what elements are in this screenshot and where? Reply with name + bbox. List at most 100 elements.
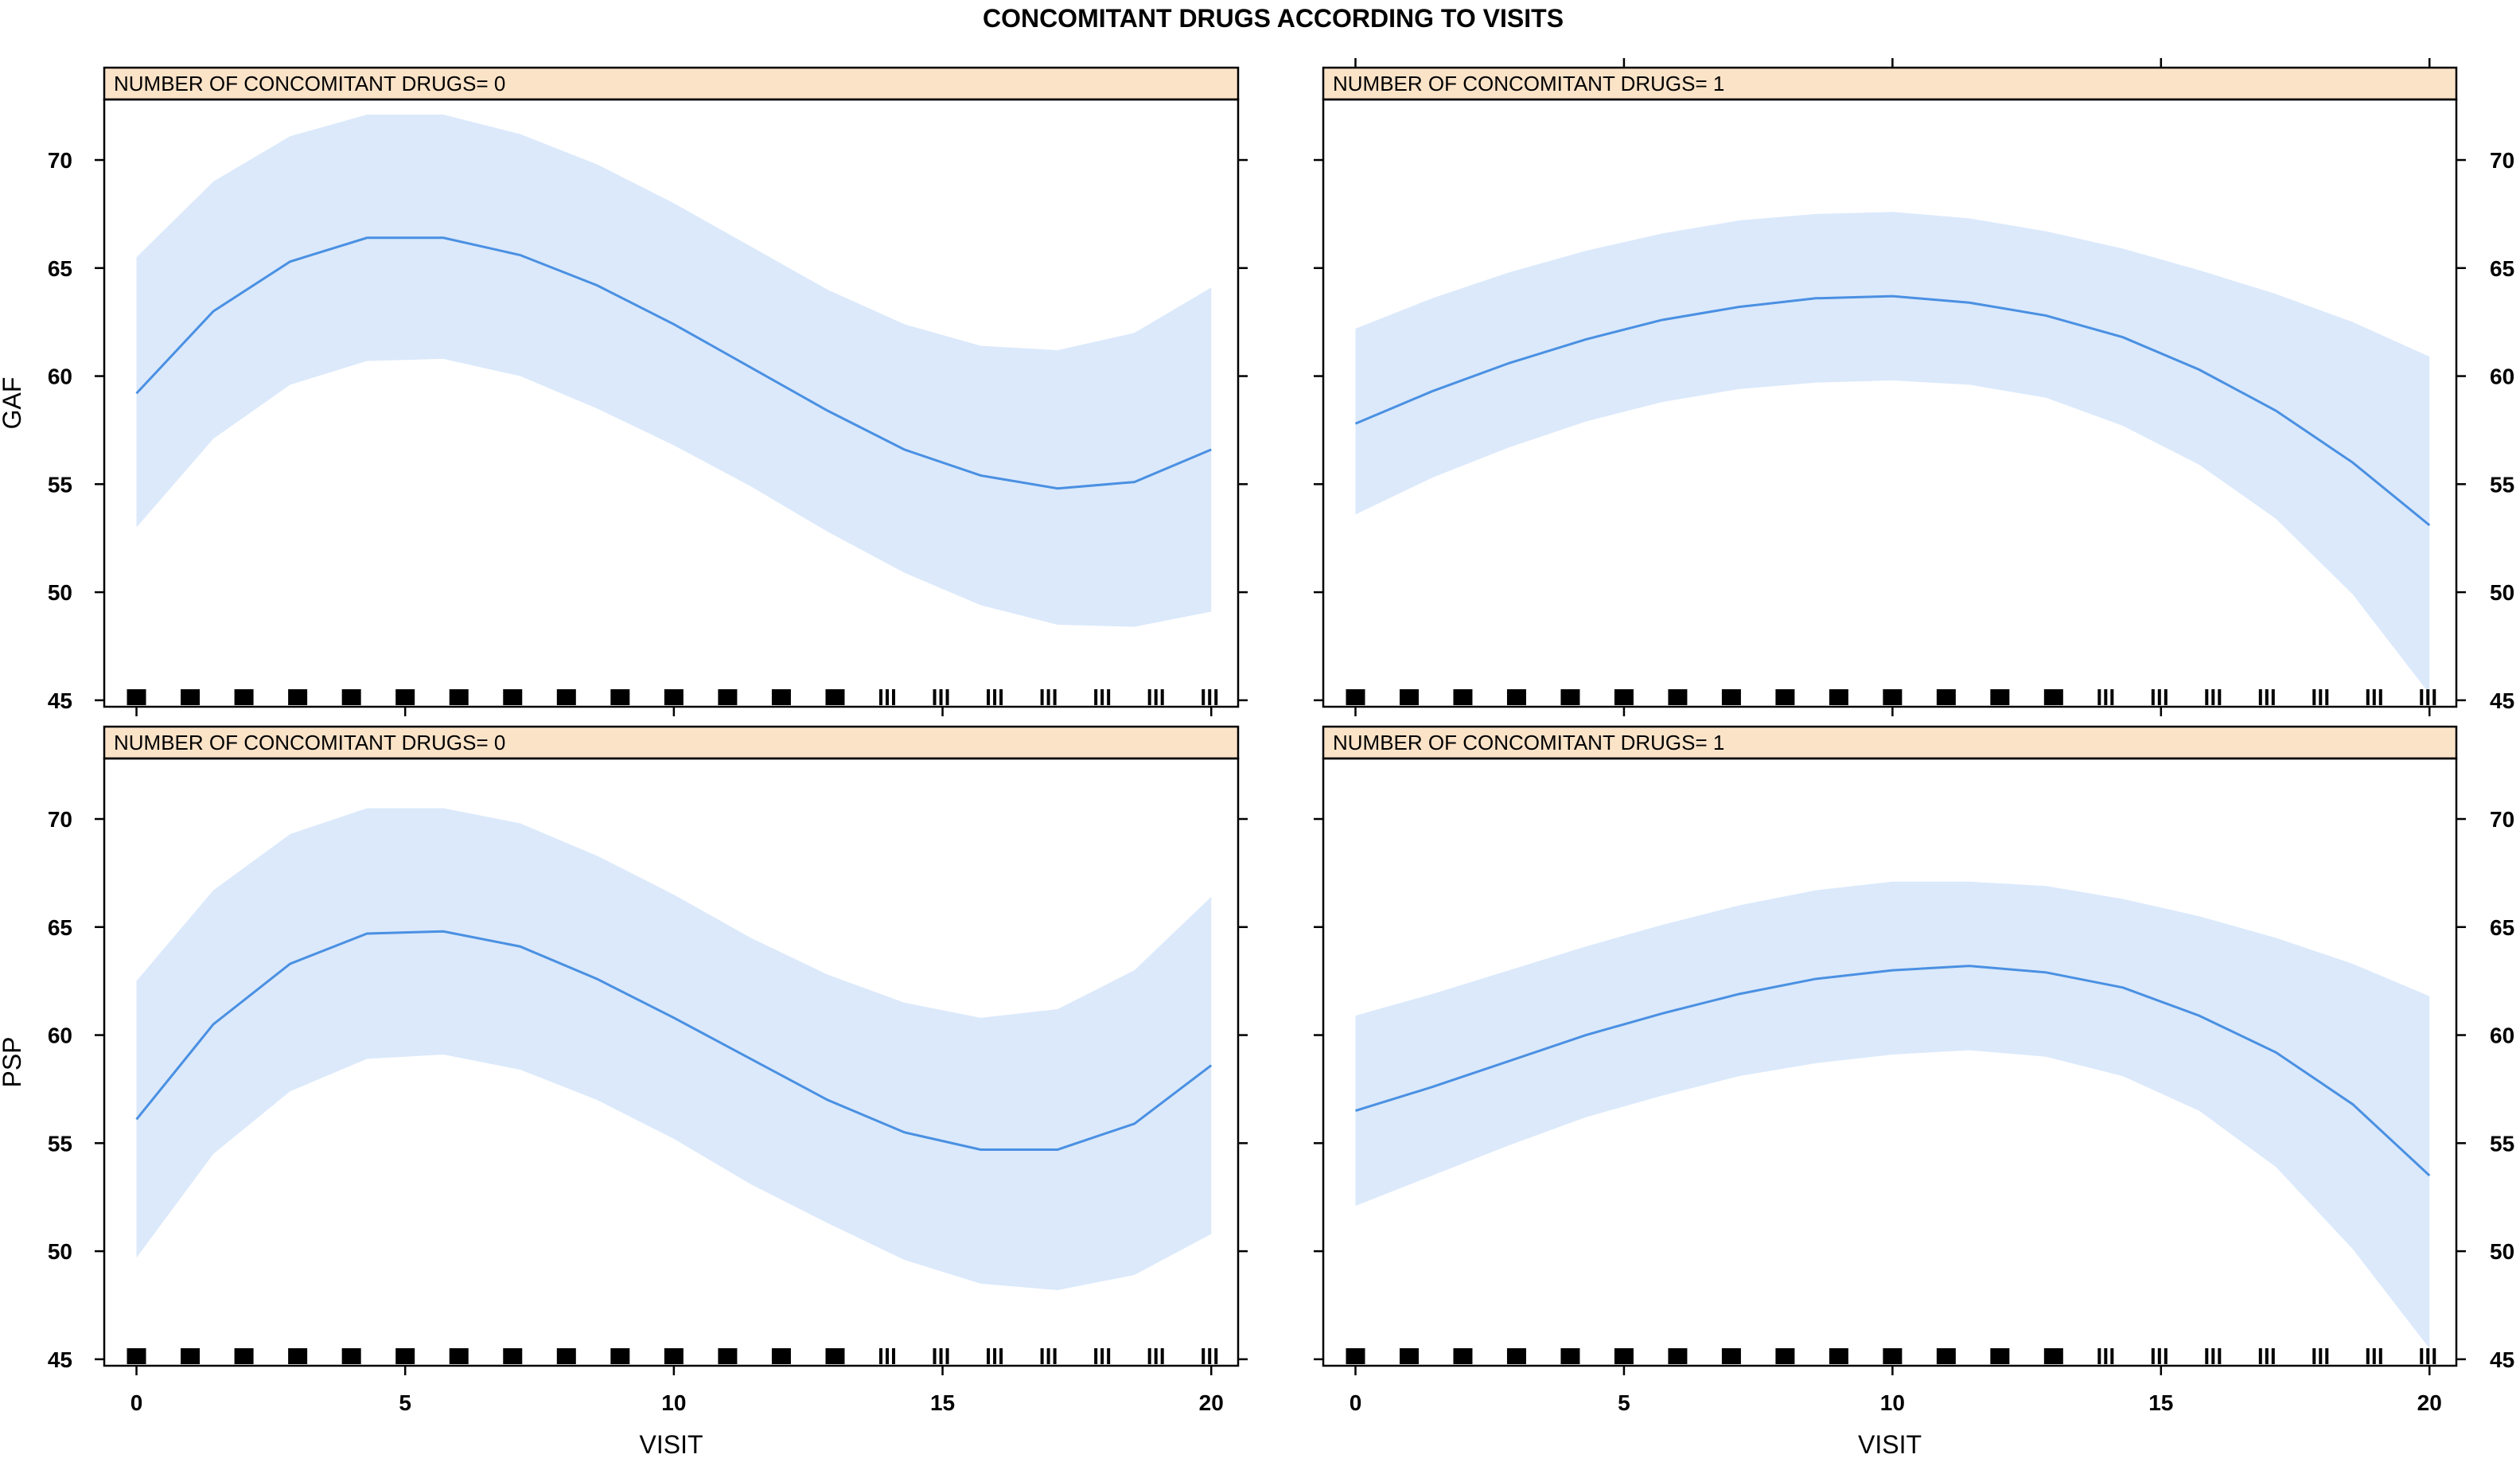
rug-mark xyxy=(987,689,991,705)
panel-frame xyxy=(1322,757,2458,1367)
y-tick-label: 55 xyxy=(2490,1131,2514,1156)
x-tick-label: 10 xyxy=(661,1390,686,1415)
rug-mark xyxy=(1346,689,1365,705)
y-axis-label: GAF xyxy=(0,377,26,430)
rug-mark xyxy=(2426,1348,2430,1364)
y-tick-label: 65 xyxy=(48,915,72,940)
rug-mark xyxy=(234,689,254,705)
rug-mark xyxy=(771,1348,791,1364)
rug-mark xyxy=(2319,689,2323,705)
rug-mark xyxy=(1829,1348,1848,1364)
panel-frame xyxy=(103,757,1240,1367)
rug-mark xyxy=(2151,1348,2155,1364)
strip-label: NUMBER OF CONCOMITANT DRUGS= 0 xyxy=(114,72,505,96)
y-axis-label: PSP xyxy=(0,1036,26,1087)
rug-mark xyxy=(2151,689,2155,705)
rug-mark xyxy=(1453,1348,1473,1364)
rug-mark xyxy=(1094,1348,1098,1364)
panel-1: NUMBER OF CONCOMITANT DRUGS= 1 45 50 55 60 65… xyxy=(1314,58,2514,716)
rug-mark xyxy=(1936,1348,1956,1364)
y-tick-label: 50 xyxy=(2490,580,2514,605)
rug-mark xyxy=(610,689,630,705)
rug-mark xyxy=(2164,1348,2168,1364)
rug-mark xyxy=(1147,689,1151,705)
y-tick-label: 60 xyxy=(48,1024,72,1048)
rug-mark xyxy=(2265,1348,2269,1364)
fit-line xyxy=(1354,294,2431,527)
rug-mark xyxy=(610,1348,630,1364)
rug-mark xyxy=(1100,689,1104,705)
rug-mark xyxy=(1046,689,1050,705)
rug-mark xyxy=(341,1348,361,1364)
rug-mark xyxy=(939,1348,943,1364)
x-tick-label: 5 xyxy=(399,1390,411,1415)
rug-mark xyxy=(1154,689,1158,705)
rug-mark xyxy=(999,1348,1003,1364)
rug-mark xyxy=(771,689,791,705)
rug-mark xyxy=(1560,1348,1580,1364)
rug-mark xyxy=(933,689,937,705)
rug-mark xyxy=(939,689,943,705)
rug-mark xyxy=(1160,689,1164,705)
rug-mark xyxy=(1346,1348,1365,1364)
rug-mark xyxy=(2319,1348,2323,1364)
rug-mark xyxy=(1040,1348,1044,1364)
rug-mark xyxy=(2271,689,2275,705)
rug-mark xyxy=(1214,1348,1218,1364)
rug-mark xyxy=(993,1348,997,1364)
strip-label: NUMBER OF CONCOMITANT DRUGS= 1 xyxy=(1333,72,1724,96)
x-tick-label: 15 xyxy=(2148,1390,2173,1415)
rug-mark xyxy=(1107,689,1111,705)
rug-mark xyxy=(1721,689,1741,705)
rug-mark xyxy=(395,1348,415,1364)
y-tick-label: 45 xyxy=(2490,688,2514,713)
y-tick-label: 45 xyxy=(48,1347,72,1372)
panel-3: NUMBER OF CONCOMITANT DRUGS= 14550556065… xyxy=(1314,725,2514,1459)
x-tick-label: 10 xyxy=(1880,1390,1905,1415)
y-tick-label: 70 xyxy=(2490,148,2514,173)
y-tick-label: 70 xyxy=(48,807,72,832)
x-tick-label: 20 xyxy=(1199,1390,1224,1415)
rug-mark xyxy=(1399,689,1419,705)
rug-mark xyxy=(2211,1348,2215,1364)
rug-mark xyxy=(1154,1348,1158,1364)
y-tick-label: 45 xyxy=(2490,1347,2514,1372)
rug-mark xyxy=(395,689,415,705)
x-tick-label: 15 xyxy=(930,1390,955,1415)
rug-mark xyxy=(2097,689,2101,705)
y-tick-label: 50 xyxy=(48,1239,72,1264)
rug-mark xyxy=(1053,689,1057,705)
rug-mark xyxy=(2164,689,2168,705)
rug-mark xyxy=(2372,689,2376,705)
rug-mark xyxy=(2378,689,2382,705)
rug-mark xyxy=(1990,1348,2010,1364)
strip-label: NUMBER OF CONCOMITANT DRUGS= 0 xyxy=(114,731,505,754)
y-tick-label: 50 xyxy=(2490,1239,2514,1264)
rug-mark xyxy=(879,1348,883,1364)
confidence-band xyxy=(136,115,1212,627)
rug-mark xyxy=(1147,1348,1151,1364)
rug-mark xyxy=(2218,1348,2222,1364)
rug-mark xyxy=(2432,689,2436,705)
rug-mark xyxy=(181,1348,201,1364)
rug-mark xyxy=(933,1348,937,1364)
rug-mark xyxy=(2366,1348,2370,1364)
y-tick-label: 55 xyxy=(48,1131,72,1156)
rug-mark xyxy=(2104,1348,2108,1364)
rug-mark xyxy=(1100,1348,1104,1364)
panel-2: NUMBER OF CONCOMITANT DRUGS= 0 45 50 55 60 65… xyxy=(0,725,1248,1459)
confidence-band xyxy=(1355,881,2430,1349)
rug-mark xyxy=(2312,689,2316,705)
y-tick-label: 55 xyxy=(48,472,72,497)
rug-mark xyxy=(127,1348,146,1364)
rug-mark xyxy=(825,1348,845,1364)
rug-mark xyxy=(664,689,684,705)
rug-mark xyxy=(2325,1348,2329,1364)
rug-mark xyxy=(2205,689,2209,705)
rug-mark xyxy=(1721,1348,1741,1364)
rug-mark xyxy=(449,1348,469,1364)
rug-mark xyxy=(945,1348,949,1364)
rug-mark xyxy=(2432,1348,2436,1364)
rug-mark xyxy=(234,1348,254,1364)
